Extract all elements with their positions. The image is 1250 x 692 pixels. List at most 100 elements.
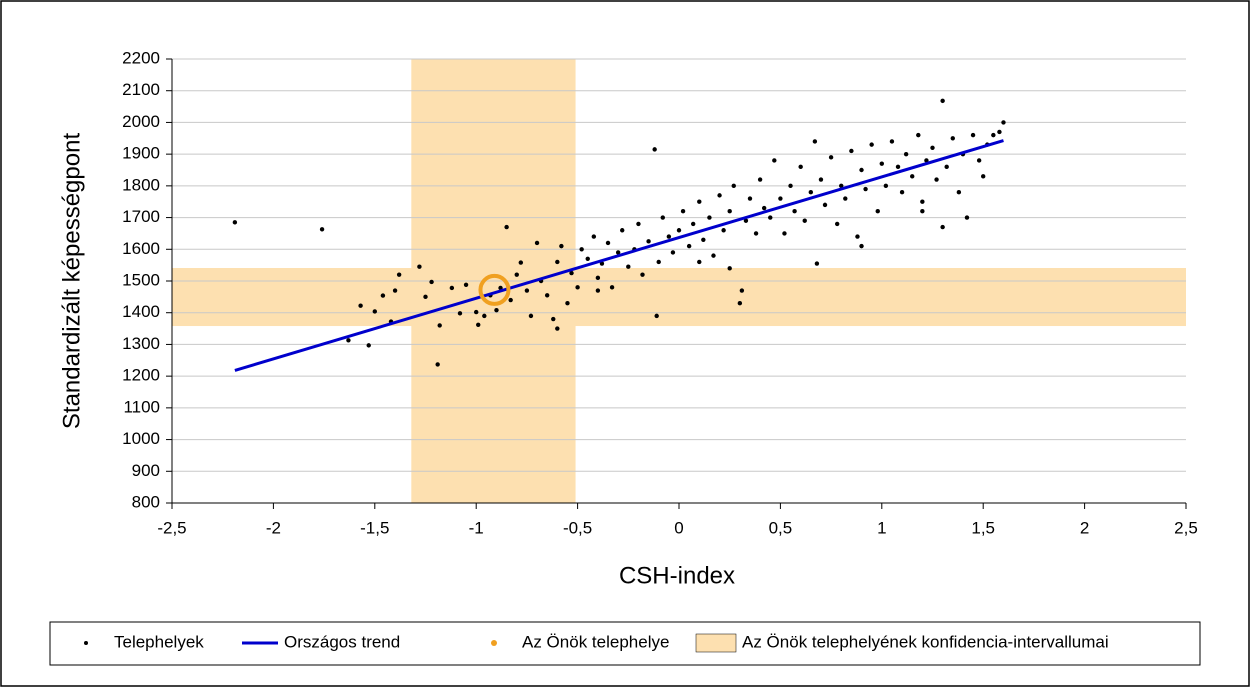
x-tick-label: -2,5 (157, 518, 186, 537)
point (792, 209, 797, 214)
y-tick-label: 2100 (122, 80, 160, 99)
point (652, 147, 657, 152)
y-tick-label: 2200 (122, 48, 160, 67)
point (731, 183, 736, 189)
point (656, 259, 661, 265)
point (739, 288, 745, 293)
point (423, 294, 428, 300)
y-tick-label: 1100 (123, 397, 160, 416)
point (392, 288, 398, 293)
point (565, 301, 570, 306)
point (551, 316, 556, 322)
point (366, 343, 371, 348)
point (396, 272, 402, 277)
point (476, 322, 481, 327)
point (595, 288, 601, 293)
point (956, 190, 962, 195)
point (899, 190, 905, 195)
point (920, 209, 925, 214)
point (1001, 120, 1006, 125)
legend-label: Telephelyek (114, 632, 204, 651)
point (569, 270, 574, 276)
point (690, 221, 696, 227)
x-tick-label: 2,5 (1174, 518, 1198, 537)
y-tick-label: 900 (132, 461, 160, 480)
point (822, 202, 828, 208)
point (727, 266, 732, 271)
legend-label: Országos trend (284, 632, 400, 651)
point (970, 132, 976, 138)
point (944, 164, 949, 170)
point (435, 362, 440, 367)
point (605, 240, 611, 246)
legend-label: Az Önök telephelyének konfidencia-interv… (742, 632, 1109, 651)
x-tick-label: -1,5 (360, 518, 389, 537)
point (950, 136, 955, 141)
point (727, 209, 732, 214)
point (534, 240, 540, 246)
point (812, 139, 818, 144)
point (981, 174, 986, 179)
point (828, 155, 834, 160)
point (798, 164, 803, 170)
point (707, 215, 712, 220)
point (883, 183, 889, 189)
point (788, 183, 793, 189)
point (721, 228, 726, 233)
point (976, 158, 982, 163)
point (437, 323, 442, 328)
point (808, 190, 814, 195)
legend-symbol (695, 633, 737, 653)
point (717, 193, 722, 198)
point (934, 177, 939, 182)
point (697, 199, 702, 204)
point (579, 247, 584, 252)
y-tick-label: 1400 (122, 302, 160, 321)
point (701, 237, 706, 242)
point (879, 161, 884, 166)
point (924, 158, 929, 163)
x-tick-label: 1,5 (971, 518, 995, 537)
point (654, 313, 659, 319)
point (859, 243, 864, 249)
point (380, 293, 386, 298)
point (660, 215, 665, 220)
point (524, 288, 530, 293)
point (839, 183, 844, 189)
point (585, 256, 590, 261)
point (670, 250, 676, 255)
point (463, 282, 469, 288)
point (802, 218, 807, 223)
y-tick-label: 1600 (122, 239, 160, 258)
x-tick-label: 1 (877, 518, 886, 537)
x-axis-title: CSH-index (619, 562, 735, 589)
point (417, 264, 422, 269)
point (849, 148, 854, 154)
y-tick-label: 1800 (122, 175, 160, 194)
point (964, 215, 970, 220)
point (514, 272, 519, 277)
point (358, 303, 363, 308)
point (457, 311, 463, 316)
point (555, 326, 560, 331)
point (940, 98, 945, 104)
point (782, 231, 787, 236)
y-tick-label: 1900 (122, 144, 160, 163)
point (504, 224, 509, 230)
point (615, 250, 621, 255)
point (346, 338, 351, 343)
legend-symbol (491, 640, 497, 646)
y-tick-label: 1200 (122, 366, 160, 385)
point (680, 209, 686, 214)
point (640, 272, 645, 277)
point (528, 313, 534, 319)
y-tick-label: 2000 (122, 112, 160, 131)
point (747, 196, 753, 201)
point (920, 199, 925, 204)
legend-items: Telephelyek Országos trend Az Önök telephe… (84, 632, 1109, 653)
point (910, 174, 915, 179)
point (626, 264, 631, 269)
trend-line (234, 139, 1004, 372)
point (482, 313, 487, 319)
point (494, 307, 499, 313)
